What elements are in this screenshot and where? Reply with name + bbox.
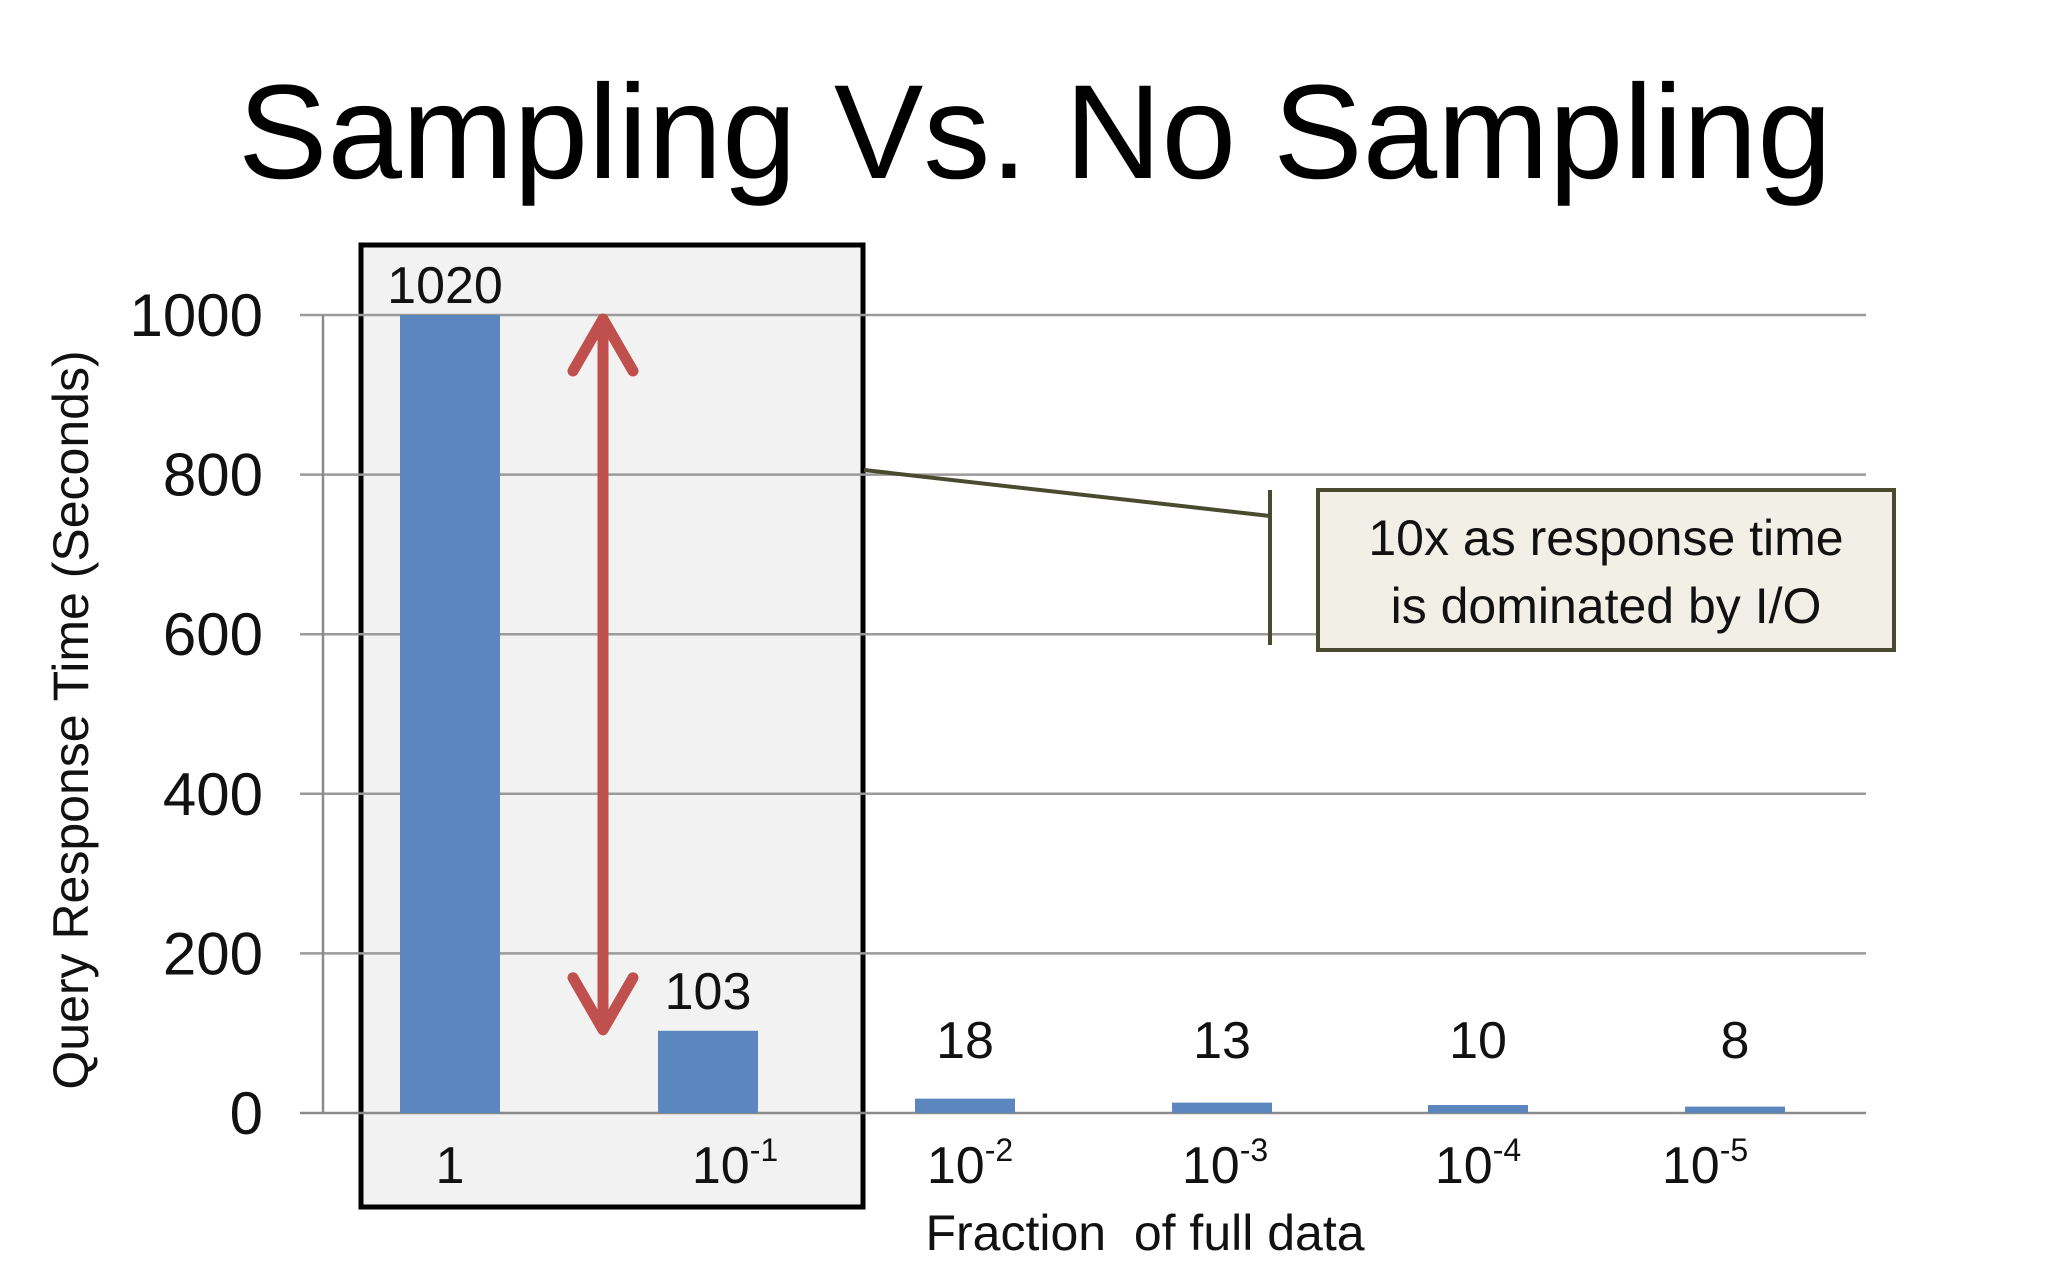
data-label: 1020 — [387, 257, 503, 315]
gridlines — [300, 313, 1866, 1115]
y-tick-label: 400 — [163, 761, 263, 828]
y-tick-label: 800 — [163, 442, 263, 509]
y-tick-label: 600 — [163, 601, 263, 668]
data-label: 18 — [936, 1012, 994, 1070]
data-label: 13 — [1193, 1012, 1251, 1070]
x-axis-label: Fraction of full data — [925, 1205, 1364, 1261]
y-tick-label: 0 — [230, 1080, 263, 1147]
bar — [915, 1098, 1015, 1113]
x-category-label: 10-1 — [692, 1132, 778, 1195]
arrow-head-top — [567, 313, 639, 377]
data-label: 103 — [665, 963, 752, 1021]
bars — [400, 315, 1785, 1113]
chart-title: Sampling Vs. No Sampling — [238, 58, 1832, 207]
x-category-label: 10-2 — [927, 1132, 1013, 1195]
bar — [1685, 1106, 1785, 1113]
callout-box — [1316, 488, 1896, 652]
y-tick-label: 1000 — [130, 282, 263, 349]
bar — [400, 315, 500, 1113]
x-axis-categories: 1 10-1 10-2 10-3 10-4 10-5 — [436, 1132, 1749, 1195]
bar — [1172, 1102, 1272, 1113]
bar — [1428, 1105, 1528, 1113]
data-label: 8 — [1721, 1012, 1750, 1070]
y-axis-label: Query Response Time (Seconds) — [43, 350, 99, 1089]
annotation-callout: 10x as response time is dominated by I/O — [863, 468, 1896, 652]
x-category-label: 10-5 — [1662, 1132, 1748, 1195]
x-category-label: 10-3 — [1182, 1132, 1268, 1195]
double-arrow — [567, 313, 639, 1036]
y-tick-label: 200 — [163, 920, 263, 987]
data-labels: 1020 103 18 13 10 8 — [387, 257, 1749, 1070]
x-category-label: 1 — [436, 1137, 465, 1195]
callout-text-line: 10x as response time — [1368, 510, 1843, 566]
y-axis-ticks: 0 200 400 600 800 1000 — [130, 282, 263, 1147]
arrow-head-bottom — [567, 972, 639, 1036]
data-label: 10 — [1449, 1012, 1507, 1070]
callout-leader-line — [863, 468, 1271, 518]
x-category-label: 10-4 — [1435, 1132, 1521, 1195]
callout-text-line: is dominated by I/O — [1391, 578, 1822, 634]
bar — [658, 1030, 758, 1113]
